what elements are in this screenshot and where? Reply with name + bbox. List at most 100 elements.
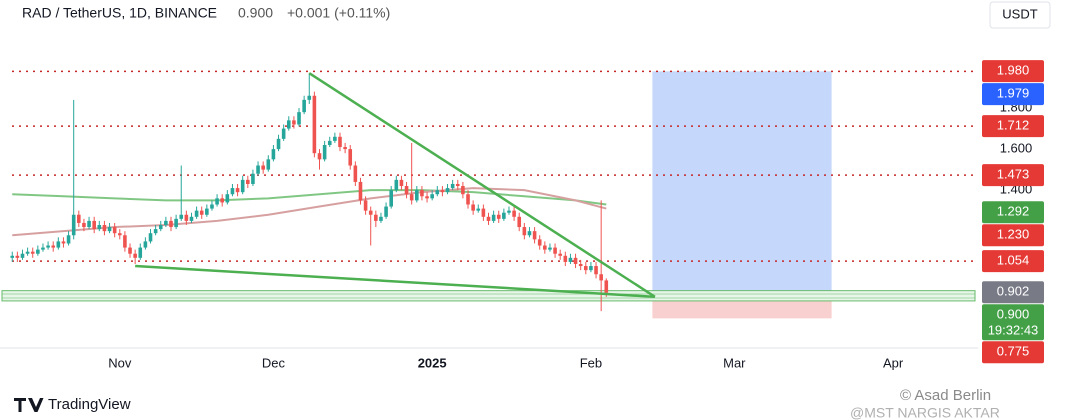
candle-body: [389, 190, 393, 207]
candle-body: [440, 190, 445, 193]
candle-body: [507, 210, 511, 213]
candle-body: [25, 251, 30, 254]
candle-body: [128, 247, 132, 254]
candle-body: [246, 179, 250, 184]
candle-body: [271, 149, 276, 160]
candle-body: [394, 179, 399, 191]
brand: TradingView: [48, 396, 131, 413]
candle-body: [148, 233, 153, 242]
candle-body: [455, 183, 460, 187]
candle-body: [445, 188, 450, 193]
candle-body: [184, 214, 189, 221]
candle-body: [409, 194, 414, 201]
candle-body: [379, 216, 383, 221]
candle-body: [66, 235, 71, 244]
candle-body: [199, 210, 204, 215]
candle-body: [256, 165, 260, 174]
candle-body: [10, 255, 15, 258]
watermark: © Asad Berlin: [900, 387, 991, 404]
candle-body: [230, 188, 235, 195]
x-tick-label: Feb: [580, 355, 602, 370]
candle-body: [61, 241, 66, 244]
candle-body: [420, 190, 424, 197]
candle-body: [133, 253, 137, 258]
candle-body: [599, 274, 603, 281]
candle-body: [481, 208, 486, 217]
candle-body: [558, 253, 562, 256]
price-label-box: [982, 224, 1044, 247]
candle-body: [604, 280, 609, 293]
candle-body: [276, 138, 281, 150]
candle-body: [491, 214, 496, 221]
candle-body: [41, 247, 45, 250]
candle-body: [594, 266, 598, 275]
candle-body: [15, 255, 20, 258]
watermark: @MST NARGIS AKTAR: [850, 405, 1000, 420]
brand-logo: [14, 398, 44, 412]
candle-body: [179, 214, 184, 219]
candle-body: [174, 218, 178, 228]
candle-body: [496, 214, 501, 219]
candle-body: [312, 95, 317, 154]
candle-body: [77, 214, 81, 223]
candle-body: [430, 194, 434, 199]
candle-body: [102, 225, 107, 232]
candle-body: [327, 140, 332, 145]
candle-body: [87, 220, 91, 228]
price-axis: 1.8001.6001.4001.9801.9791.7121.4731.292…: [982, 60, 1044, 364]
candle-body: [543, 245, 547, 250]
candle-body: [584, 266, 588, 271]
candle-body: [517, 216, 522, 228]
price-label: 0.775: [997, 344, 1030, 359]
candle-body: [251, 173, 255, 184]
candle-body: [92, 220, 96, 230]
candle-body: [425, 196, 429, 199]
currency[interactable]: USDT: [1002, 6, 1037, 21]
candle-body: [112, 227, 117, 234]
candle-body: [527, 231, 532, 236]
candle-body: [415, 190, 419, 201]
candle-body: [302, 99, 306, 113]
candle-body: [368, 210, 373, 215]
candle-body: [153, 229, 158, 234]
candle-body: [363, 200, 368, 211]
price-label-box: [982, 281, 1044, 304]
x-tick-label: Apr: [883, 355, 904, 370]
candle-body: [292, 120, 296, 125]
candle-body: [317, 153, 322, 160]
candle-body: [194, 210, 199, 217]
x-tick-label: Mar: [723, 355, 746, 370]
candle-body: [235, 188, 240, 193]
candle-body: [563, 255, 568, 262]
candle-body: [117, 233, 122, 236]
price-label-box: [982, 115, 1044, 138]
candle-body: [123, 235, 127, 248]
candle-body: [82, 222, 86, 228]
candle-body: [169, 220, 173, 228]
price-label: 0.900: [997, 307, 1030, 322]
candle-body: [71, 214, 76, 236]
candle-body: [240, 179, 245, 193]
candle-body: [476, 208, 481, 211]
x-tick-label: Nov: [108, 355, 132, 370]
candle-body: [450, 183, 455, 189]
candle-body: [107, 227, 112, 232]
price-label-box: [982, 250, 1044, 273]
candle-body: [358, 181, 363, 201]
countdown: 19:32:43: [988, 323, 1039, 338]
price-label-box: [982, 83, 1044, 106]
candle-body: [97, 225, 102, 230]
candle-body: [348, 149, 353, 166]
currency-box[interactable]: [989, 1, 1051, 29]
candle-body: [486, 216, 491, 221]
candle-body: [286, 120, 291, 129]
price-label: 1.054: [997, 253, 1030, 268]
candle-body: [532, 231, 537, 240]
price-label-box: [982, 304, 1044, 341]
candle-body: [205, 208, 209, 215]
candle-body: [353, 165, 358, 182]
candle-body: [522, 227, 527, 236]
candle-body: [461, 186, 465, 195]
candle-body: [537, 239, 542, 246]
